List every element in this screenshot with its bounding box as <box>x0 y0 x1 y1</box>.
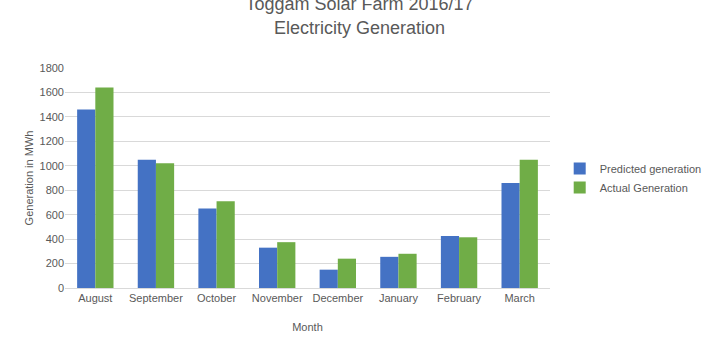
svg-text:September: September <box>129 292 183 304</box>
svg-text:1800: 1800 <box>40 62 64 74</box>
svg-text:800: 800 <box>46 184 64 196</box>
svg-text:March: March <box>504 292 535 304</box>
svg-text:Actual Generation: Actual Generation <box>600 182 688 194</box>
svg-text:400: 400 <box>46 233 64 245</box>
svg-text:600: 600 <box>46 209 64 221</box>
svg-text:February: February <box>437 292 482 304</box>
svg-text:Predicted generation: Predicted generation <box>600 163 702 175</box>
svg-text:1600: 1600 <box>40 86 64 98</box>
svg-text:October: October <box>197 292 236 304</box>
svg-text:Toggam Solar Farm 2016/17Elect: Toggam Solar Farm 2016/17Electricity Gen… <box>245 0 473 38</box>
svg-text:November: November <box>252 292 303 304</box>
svg-text:December: December <box>312 292 363 304</box>
svg-text:1200: 1200 <box>40 135 64 147</box>
svg-text:Month: Month <box>292 321 323 333</box>
svg-text:August: August <box>78 292 112 304</box>
svg-text:1000: 1000 <box>40 160 64 172</box>
svg-text:Generation in MWh: Generation in MWh <box>23 131 35 226</box>
svg-text:200: 200 <box>46 257 64 269</box>
svg-text:0: 0 <box>58 282 64 294</box>
svg-text:January: January <box>379 292 419 304</box>
svg-text:1400: 1400 <box>40 111 64 123</box>
